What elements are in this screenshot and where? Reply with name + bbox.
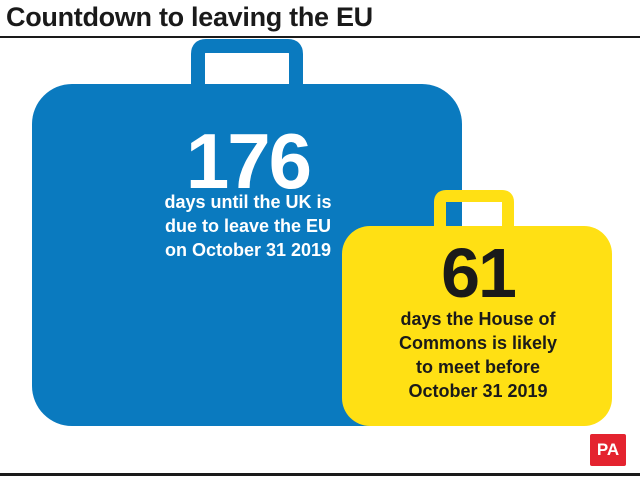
caption-line: to meet before	[415, 357, 541, 377]
days-until-leave-caption: days until the UK is due to leave the EU…	[130, 190, 366, 262]
pa-logo: PA	[590, 434, 626, 466]
page-title: Countdown to leaving the EU	[6, 2, 373, 32]
caption-line: days the House of	[400, 309, 556, 329]
yellow-suitcase-handle	[434, 190, 514, 232]
blue-suitcase-handle	[191, 39, 303, 90]
commons-sitting-days-caption: days the House of Commons is likely to m…	[372, 307, 584, 403]
caption-line: days until the UK is	[164, 192, 332, 212]
caption-line: Commons is likely	[398, 333, 558, 353]
caption-line: October 31 2019	[408, 381, 548, 401]
title-divider	[0, 36, 640, 38]
caption-line: due to leave the EU	[164, 216, 332, 236]
yellow-suitcase	[342, 226, 612, 426]
caption-line: on October 31 2019	[164, 240, 332, 260]
commons-sitting-days-number: 61	[441, 234, 517, 312]
bottom-divider	[0, 473, 640, 476]
days-until-leave-number: 176	[185, 117, 312, 205]
